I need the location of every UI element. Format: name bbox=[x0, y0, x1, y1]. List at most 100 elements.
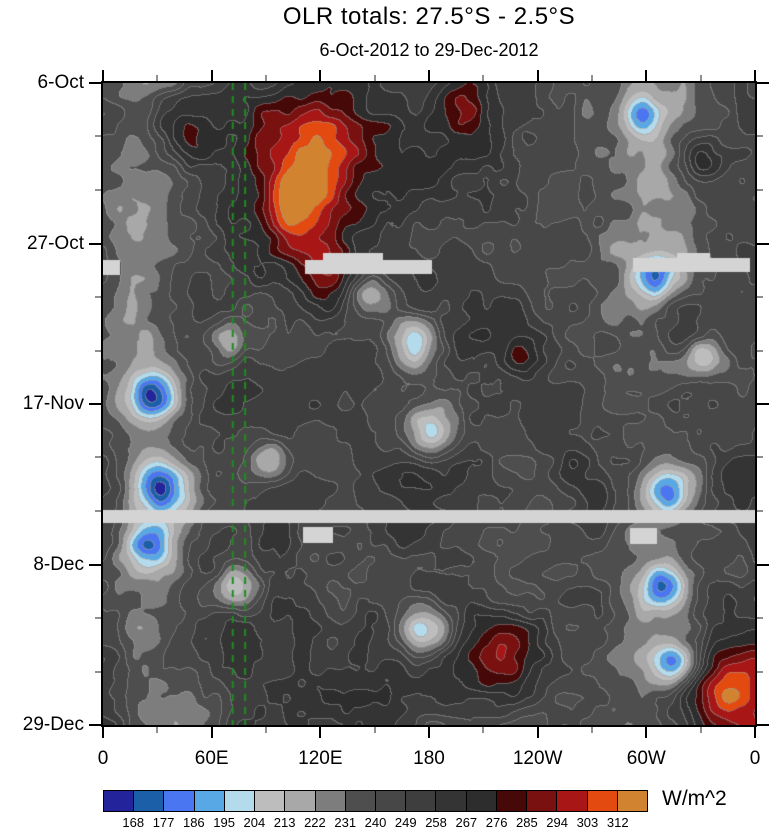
colorbar-cell bbox=[527, 791, 558, 811]
x-axis-tick-label: 60W bbox=[626, 748, 666, 769]
major-tick bbox=[757, 403, 769, 405]
colorbar-cell bbox=[406, 791, 437, 811]
major-tick bbox=[89, 563, 101, 566]
y-axis-tick-label: 17-Nov bbox=[22, 393, 84, 414]
major-tick bbox=[319, 70, 322, 81]
colorbar-cell bbox=[164, 791, 195, 811]
major-tick bbox=[102, 727, 104, 738]
colorbar-tick-label: 204 bbox=[243, 815, 266, 830]
minor-tick bbox=[95, 670, 101, 673]
major-tick bbox=[536, 70, 539, 81]
minor-tick bbox=[95, 616, 101, 619]
x-axis-tick-label: 180 bbox=[413, 748, 445, 769]
major-tick bbox=[428, 727, 430, 738]
colorbar-tick-label: 294 bbox=[546, 815, 568, 830]
y-axis-tick-label: 29-Dec bbox=[22, 714, 84, 735]
hovmoller-heatmap-canvas bbox=[103, 83, 755, 725]
minor-tick bbox=[757, 295, 763, 298]
major-tick bbox=[536, 727, 539, 738]
minor-tick bbox=[95, 135, 101, 138]
major-tick bbox=[210, 70, 213, 81]
minor-tick bbox=[373, 727, 376, 733]
minor-tick bbox=[591, 75, 593, 81]
major-tick bbox=[210, 727, 213, 738]
minor-tick bbox=[95, 295, 101, 298]
minor-tick bbox=[757, 189, 763, 191]
major-tick bbox=[754, 727, 756, 738]
minor-tick bbox=[156, 727, 159, 733]
chart-title: OLR totals: 27.5°S - 2.5°S bbox=[282, 3, 576, 30]
y-axis-tick-label: 27-Oct bbox=[26, 232, 84, 254]
major-tick bbox=[428, 70, 430, 81]
major-tick bbox=[89, 403, 101, 405]
colorbar-units-label: W/m^2 bbox=[662, 787, 727, 810]
colorbar-tick-label: 186 bbox=[182, 815, 205, 830]
major-tick bbox=[319, 727, 322, 738]
major-tick bbox=[89, 82, 101, 84]
minor-tick bbox=[95, 349, 101, 352]
minor-tick bbox=[95, 189, 101, 191]
colorbar-tick-label: 303 bbox=[576, 815, 599, 830]
x-axis-tick-label: 120E bbox=[298, 748, 343, 769]
minor-tick bbox=[757, 456, 763, 459]
colorbar-cell bbox=[285, 791, 316, 811]
colorbar-cell bbox=[315, 791, 346, 811]
colorbar-cell bbox=[104, 791, 135, 811]
colorbar-tick-label: 258 bbox=[425, 815, 447, 830]
minor-tick bbox=[373, 75, 376, 81]
colorbar-tick-label: 285 bbox=[516, 815, 538, 830]
major-tick bbox=[102, 70, 104, 81]
x-axis-tick-label: 0 bbox=[97, 748, 109, 769]
minor-tick bbox=[482, 75, 485, 81]
major-tick bbox=[757, 242, 769, 245]
x-axis-tick-label: 0 bbox=[749, 748, 761, 769]
major-tick bbox=[645, 70, 648, 81]
colorbar-cell bbox=[496, 791, 528, 811]
minor-tick bbox=[757, 135, 763, 138]
colorbar-cell bbox=[134, 791, 165, 811]
minor-tick bbox=[699, 75, 702, 81]
y-axis-tick-label: 6-Oct bbox=[37, 72, 84, 93]
colorbar-cell bbox=[255, 791, 286, 811]
minor-tick bbox=[591, 727, 593, 733]
colorbar-cell bbox=[345, 791, 376, 811]
minor-tick bbox=[265, 75, 267, 81]
major-tick bbox=[757, 82, 769, 84]
colorbar-tick-label: 222 bbox=[304, 815, 326, 830]
colorbar-tick-label: 240 bbox=[364, 815, 387, 830]
minor-tick bbox=[482, 727, 485, 733]
colorbar-cell bbox=[557, 791, 588, 811]
colorbar-cell bbox=[375, 791, 407, 811]
colorbar-tick-label: 177 bbox=[152, 815, 175, 830]
minor-tick bbox=[95, 510, 101, 512]
colorbar bbox=[103, 790, 648, 812]
colorbar-tick-label: 195 bbox=[213, 815, 235, 830]
colorbar-tick-label: 213 bbox=[273, 815, 296, 830]
colorbar-cell bbox=[587, 791, 618, 811]
colorbar-cell bbox=[224, 791, 256, 811]
colorbar-cell bbox=[617, 791, 647, 811]
minor-tick bbox=[699, 727, 702, 733]
minor-tick bbox=[156, 75, 159, 81]
colorbar-tick-label: 312 bbox=[606, 815, 629, 830]
major-tick bbox=[754, 70, 756, 81]
colorbar-tick-label: 231 bbox=[334, 815, 357, 830]
plot-frame bbox=[101, 81, 757, 727]
major-tick bbox=[757, 724, 769, 726]
minor-tick bbox=[757, 616, 763, 619]
minor-tick bbox=[757, 349, 763, 352]
x-axis-tick-label: 60E bbox=[194, 748, 229, 769]
chart-subtitle: 6-Oct-2012 to 29-Dec-2012 bbox=[319, 40, 539, 60]
minor-tick bbox=[757, 670, 763, 673]
colorbar-tick-label: 168 bbox=[122, 815, 145, 830]
colorbar-tick-label: 276 bbox=[485, 815, 508, 830]
major-tick bbox=[757, 563, 769, 566]
minor-tick bbox=[757, 510, 763, 512]
minor-tick bbox=[265, 727, 267, 733]
major-tick bbox=[645, 727, 648, 738]
major-tick bbox=[89, 724, 101, 726]
colorbar-tick-label: 267 bbox=[455, 815, 478, 830]
colorbar-cell bbox=[194, 791, 225, 811]
major-tick bbox=[89, 242, 101, 245]
